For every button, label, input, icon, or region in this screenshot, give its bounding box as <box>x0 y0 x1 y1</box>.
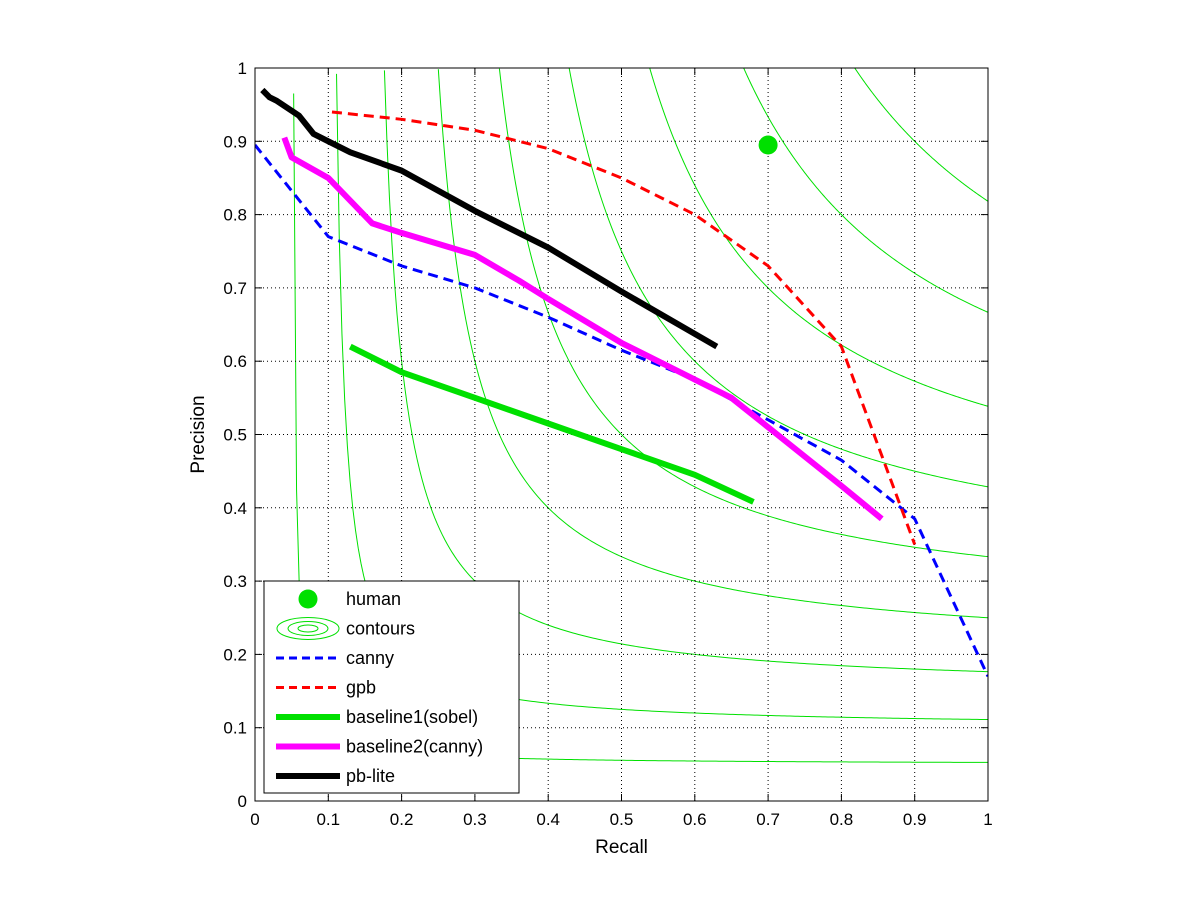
x-tick-label: 0.3 <box>463 810 487 829</box>
y-tick-label: 0.6 <box>223 352 247 371</box>
x-axis-label: Recall <box>595 837 648 858</box>
y-tick-label: 0.4 <box>223 499 247 518</box>
y-tick-label: 1 <box>238 59 247 78</box>
legend-label-pb-lite: pb-lite <box>346 766 395 786</box>
y-tick-label: 0.3 <box>223 572 247 591</box>
y-axis-label: Precision <box>188 395 209 473</box>
contour-line <box>437 69 988 619</box>
series-layer <box>255 87 988 678</box>
x-tick-label: 0 <box>250 810 259 829</box>
x-tick-label: 0.5 <box>610 810 634 829</box>
y-tick-label: 0.7 <box>223 279 247 298</box>
legend-label-canny: canny <box>346 648 394 668</box>
tick-layer: 0 0.1 0.2 0.3 0.4 0.5 0.6 0.7 0.8 0.9 1 0 0.1 0.2 0.3 0… <box>223 59 992 829</box>
series-line-baseline2-canny- <box>281 136 884 522</box>
legend-swatch-human <box>298 589 318 609</box>
legend: human contours canny gpb baseline1(sobel) bas… <box>263 580 520 794</box>
legend-label-baseline2-canny-: baseline2(canny) <box>346 737 483 757</box>
legend-label-gpb: gpb <box>346 678 376 698</box>
y-tick-label: 0 <box>238 792 247 811</box>
contour-line <box>743 68 988 313</box>
y-tick-label: 0.1 <box>223 719 247 738</box>
x-tick-label: 0.6 <box>683 810 707 829</box>
series-line-canny <box>255 144 988 678</box>
x-tick-label: 0.7 <box>756 810 780 829</box>
x-tick-label: 1 <box>983 810 992 829</box>
legend-label-baseline1-sobel-: baseline1(sobel) <box>346 707 478 727</box>
x-tick-label: 0.2 <box>390 810 414 829</box>
legend-swatch-contours <box>276 617 340 640</box>
y-tick-label: 0.9 <box>223 132 247 151</box>
point-human <box>758 135 778 155</box>
series-line-pb-lite <box>260 87 719 350</box>
y-tick-label: 0.5 <box>223 426 247 445</box>
legend-label-contours: contours <box>346 619 415 639</box>
legend-label-human: human <box>346 589 401 609</box>
x-tick-label: 0.1 <box>316 810 340 829</box>
x-tick-label: 0.9 <box>903 810 927 829</box>
contour-line <box>568 68 988 488</box>
contour-line <box>649 68 988 407</box>
y-tick-label: 0.2 <box>223 645 247 664</box>
points-layer <box>758 135 778 155</box>
x-tick-label: 0.4 <box>536 810 560 829</box>
contour-line <box>854 68 988 202</box>
x-tick-label: 0.8 <box>830 810 854 829</box>
y-tick-label: 0.8 <box>223 206 247 225</box>
series-line-baseline1-sobel- <box>348 343 755 505</box>
